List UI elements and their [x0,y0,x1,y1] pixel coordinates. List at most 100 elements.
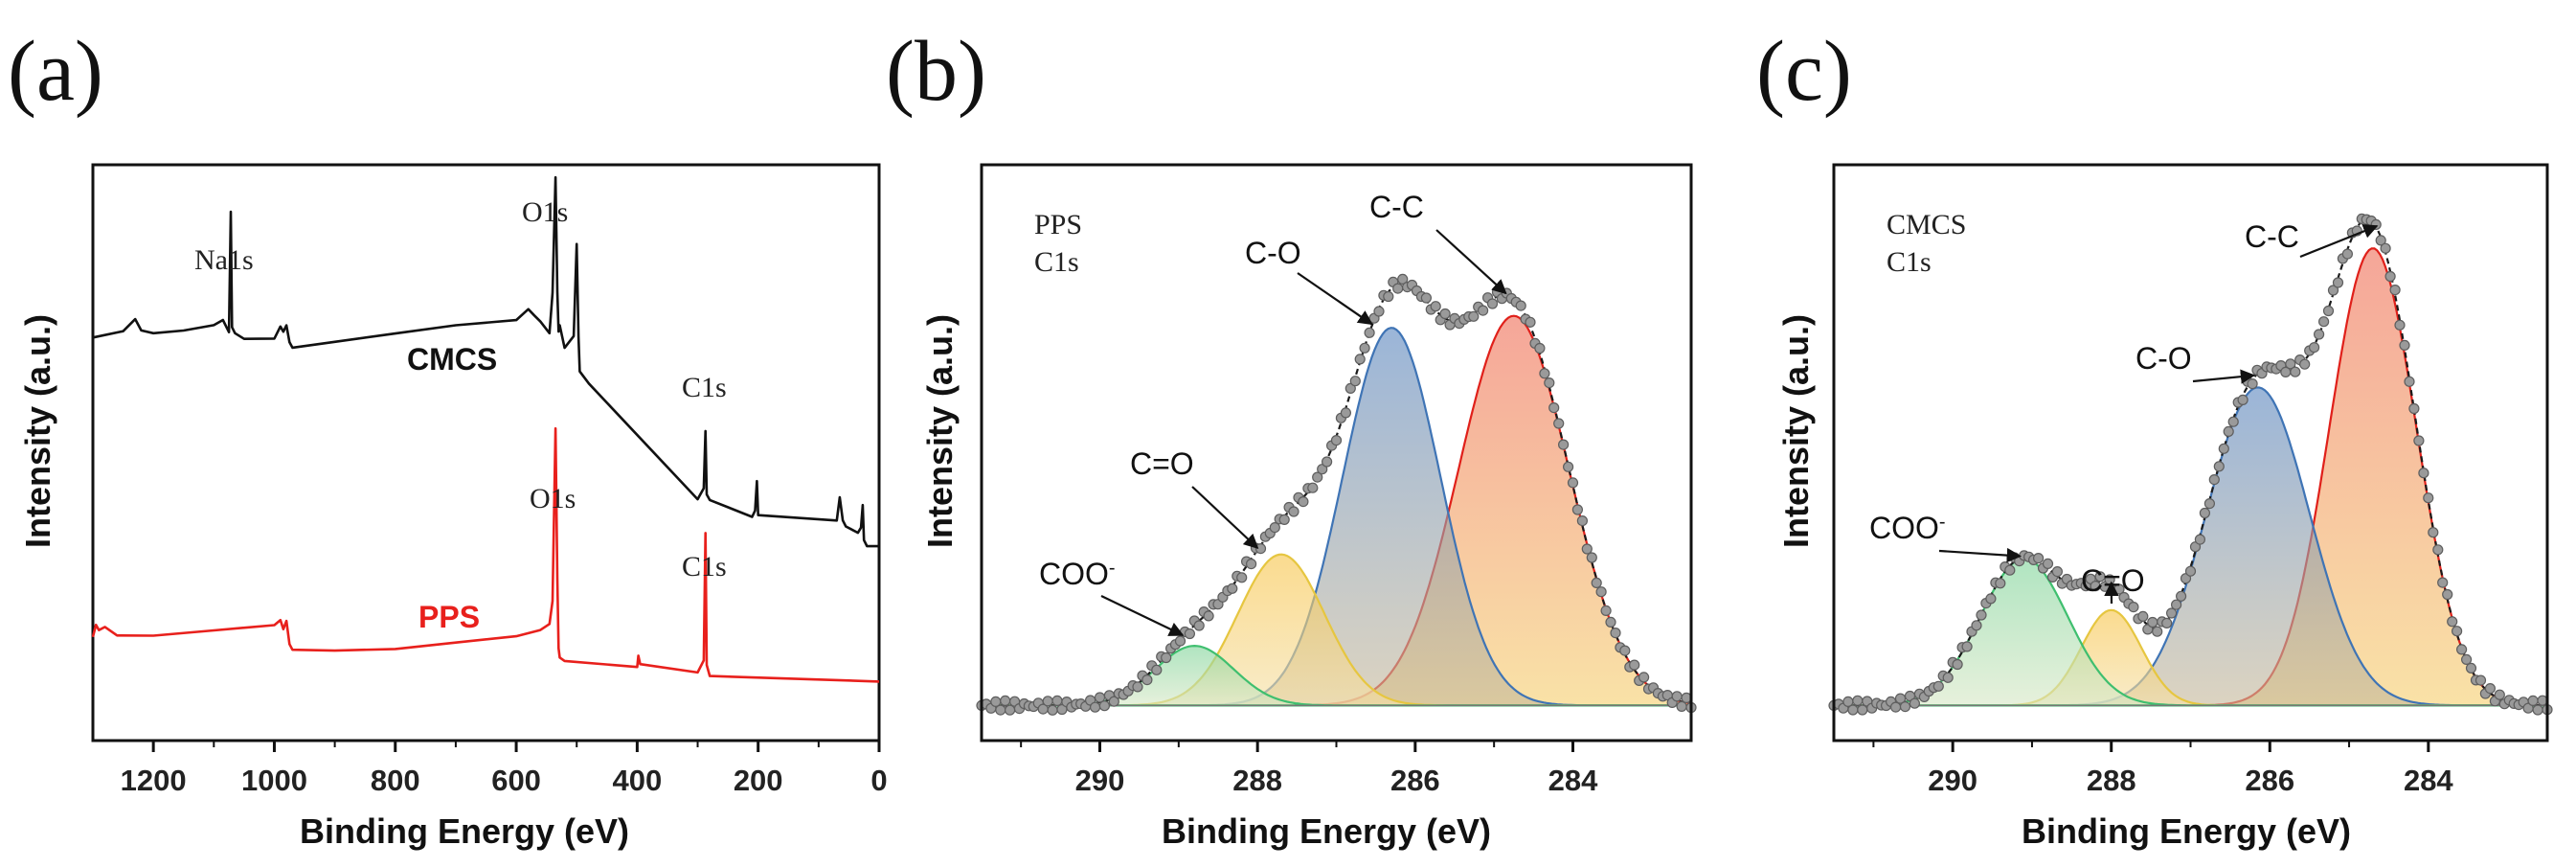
panel-b-data-point [1330,435,1343,446]
panel-a-xtick-label: 800 [371,764,420,797]
panel-a-frame-group [91,163,881,742]
panel-b-data-point [1595,586,1607,598]
panel-c-data-point [2299,358,2311,370]
panel-b-xtick-label: 284 [1548,764,1598,797]
panel-b-data-point [1321,456,1333,468]
arrow-c-o [2192,369,2256,384]
panel-c-data-point [2203,497,2215,510]
panel-c-ylabel: Intensity (a.u.) [1776,314,1816,548]
panel-b-data-point [1534,342,1546,354]
panel-b-data-point [1298,495,1309,508]
arrow-coo- [1938,547,2022,563]
panel-c-data-point [2194,534,2205,545]
panel-c-data-point [2152,626,2163,637]
panel-c-data-point [1971,620,1982,631]
panel-a-xtick-label: 600 [491,764,541,797]
panel-b-data-point [1629,659,1640,671]
annotation-o1s-pps: O1s [530,483,576,514]
panel-b-data-point [1539,368,1550,379]
label-c-c: C-C [2245,219,2299,254]
panel-b-xticks: 290 288 286 284 [1020,741,1598,797]
panel-b-data-point [1638,672,1650,683]
panel-b-peaks [976,273,1697,716]
panel-b-data-point [1671,691,1683,702]
panel-c-data-point [2094,571,2106,582]
panel-c-data-point [2318,316,2330,328]
panel-c-data-point [2404,376,2415,387]
panel-label-a: (a) [8,24,103,119]
panel-b-data-point [1515,300,1526,311]
panel-b-data-point [1340,407,1352,419]
panel-b-data-point [1236,572,1248,583]
panel-c-data-point [2332,277,2344,288]
panel-b-data-point [1468,310,1480,322]
panel-b-data-point [1307,482,1319,493]
panel-c-data-point [2227,416,2239,427]
panel-b-data-point [1591,577,1602,589]
panel-b-data-point [1571,504,1584,515]
panel-c-data-point [2166,607,2178,619]
arrow-c-c [1435,229,1507,295]
panel-a-xtick-label: 200 [734,764,783,797]
panel-c-data-point [2452,626,2463,637]
panel-b-data-point [1269,521,1280,534]
panel-b-data-point [1227,582,1238,594]
panel-c-data-point [2447,616,2458,628]
panel-c-data-point [2128,601,2139,613]
panel-label-c: (c) [1756,24,1852,119]
panel-c-labels: C-C C-O C=O COO- [1869,219,2379,605]
panel-c-data-point [2285,358,2296,370]
panel-b-xlabel: Binding Energy (eV) [1162,811,1491,851]
label-c-c: C-C [1369,190,1424,224]
panel-b-data-point [1312,471,1323,483]
panel-c-data-point [2380,242,2391,254]
panel-c-title-line1: CMCS [1887,209,1966,240]
panel-c-data-point [1985,593,1997,605]
panel-c-data-point [2199,507,2210,519]
panel-b-ylabel: Intensity (a.u.) [920,314,960,548]
panel-b-data-point [1477,305,1489,316]
panel-c-data-point [2137,610,2149,623]
panel-c-data-point [2389,285,2401,296]
panel-b-xtick-label: 290 [1075,764,1125,797]
panel-c-data-point [2413,435,2425,446]
panel-b-data-point [1354,354,1366,365]
panel-c-data-point [1976,609,1987,621]
panel-c-data-point [2465,662,2477,674]
panel-b-data-point [1245,558,1257,570]
panel-b-data-point [1047,704,1058,716]
panel-c-data-point [2327,285,2339,296]
panel-c-data-point [1995,578,2006,589]
panel-c-data-point [1942,672,1954,683]
panel-b-data-point [1486,298,1499,309]
panel-a-xtick-label: 1200 [121,764,187,797]
label-c-o: C=O [2081,563,2145,598]
panel-c-data-point [2309,342,2320,354]
panel-b-data-point [1098,700,1111,712]
panel-c-data-point [1961,641,1973,652]
panel-b-data-point [1420,292,1433,304]
panel-b-data-point [1548,402,1560,414]
panel-b: (b) PPS C1s C-C C-O C=O COO- 290 288 286 284 B… [886,24,1697,851]
panel-b-data-point [1586,552,1597,563]
panel-b-data-point [1373,306,1385,317]
panel-c-data-point [2484,682,2496,695]
panel-c-data-point [2237,394,2248,405]
panel-b-data-point [1278,514,1290,526]
panel-c-title-line2: C1s [1887,246,1932,278]
panel-a-xticks: 1200 1000 800 600 400 200 0 [121,741,888,797]
cmcs-series-label: CMCS [407,342,497,377]
series-cmcs-line [92,175,879,548]
panel-c-data-point [2437,577,2449,588]
panel-c-data-point [2208,474,2220,486]
panel-c-data-point [2290,366,2301,377]
panel-b-data-point [1004,704,1016,716]
panel-c-data-point [2418,468,2429,479]
panel-c-data-point [1909,697,1921,709]
panel-c-data-point [2213,461,2225,472]
panel-b-data-point [1132,681,1143,693]
panel-c-data-point [2218,443,2229,454]
panel-b-data-point [1000,695,1011,707]
panel-c-data-point [2527,695,2539,707]
panel-b-data-point [1364,327,1375,338]
